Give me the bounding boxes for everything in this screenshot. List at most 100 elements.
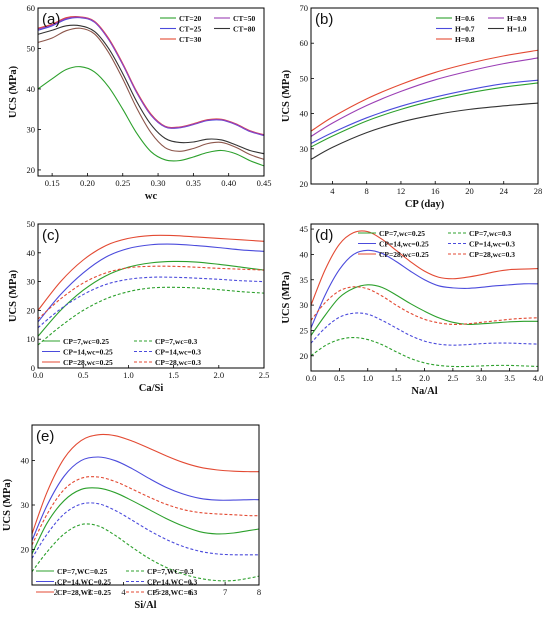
x-tick-label: 3.0	[476, 373, 487, 383]
x-tick-label: 2.5	[448, 373, 459, 383]
x-tick-label: 24	[499, 186, 508, 196]
legend-label: CP=7,WC=0.3	[147, 567, 194, 576]
legend-label: H=0.7	[455, 25, 475, 34]
y-axis-title: UCS (MPa)	[8, 65, 19, 118]
series-line-cp-28-wc-0-25	[32, 433, 259, 535]
y-tick-label: 60	[300, 38, 309, 48]
y-tick-label: 30	[300, 144, 309, 154]
panel-label: (d)	[315, 227, 333, 244]
y-tick-label: 40	[21, 456, 30, 466]
legend-label: CP=14,wc=0.25	[379, 240, 429, 249]
series-line-h-0-8	[311, 49, 538, 132]
legend-label: CT=25	[179, 25, 201, 34]
legend-label: CP=14,WC=0.25	[57, 578, 111, 587]
y-tick-label: 50	[27, 43, 36, 53]
series-line-cp-7-wc-0-25	[311, 284, 538, 336]
series-line-ct-50	[38, 16, 264, 136]
x-tick-label: 0.0	[306, 373, 317, 383]
x-tick-label: 0.45	[257, 178, 272, 188]
x-tick-label: 0.5	[78, 370, 89, 380]
y-axis-title: UCS (MPa)	[2, 478, 13, 531]
legend-label: CP=14,wc=0.25	[63, 348, 113, 357]
x-axis-title: CP (day)	[405, 199, 445, 210]
chart-panel-e: 2 3 4 5 6 7 8 20 30 40 Si/Al UCS (MPa) (e) CP=7,WC=0.…	[2, 424, 261, 611]
series-line-h-0-9	[311, 57, 538, 137]
plot-frame	[310, 7, 539, 185]
legend-label: H=0.6	[455, 14, 475, 23]
series-line-cp-14-wc-0-3	[311, 312, 538, 346]
legend-label: CP=14,WC=0.3	[147, 578, 197, 587]
series-line-cp-7-wc-0-3	[32, 523, 259, 582]
y-tick-label: 60	[27, 3, 36, 13]
x-tick-label: 2	[54, 587, 58, 597]
legend: H=0.6 H=0.7H=0.8 H=0.9 H=1.0	[436, 14, 527, 44]
legend-label: H=0.8	[455, 35, 475, 44]
y-tick-label: 40	[300, 109, 309, 119]
series-line-h-0-6	[311, 82, 538, 148]
series-line-ct-20	[38, 66, 264, 167]
legend-label: CT=30	[179, 35, 201, 44]
panel-label: (e)	[36, 428, 54, 445]
x-tick-label: 1.0	[362, 373, 373, 383]
panel-label: (a)	[42, 11, 60, 28]
legend-label: CP=14,wc=0.3	[469, 240, 515, 249]
y-tick-label: 30	[27, 277, 36, 287]
x-tick-label: 0.30	[151, 178, 166, 188]
y-tick-label: 70	[300, 3, 309, 13]
x-tick-label: 4	[121, 587, 126, 597]
series-group	[38, 16, 264, 167]
series-line-cp-28-wc-0-3	[311, 286, 538, 325]
series-line-cp-14-wc-0-3	[32, 502, 259, 559]
panel-label: (b)	[315, 11, 333, 28]
series-line-cp-7-wc-0-25	[32, 487, 259, 555]
y-axis-title: UCS (MPa)	[281, 69, 292, 122]
x-tick-label: 12	[397, 186, 406, 196]
y-tick-label: 25	[300, 325, 309, 335]
x-tick-label: 20	[465, 186, 474, 196]
y-tick-label: 40	[27, 84, 36, 94]
x-tick-label: 8	[257, 587, 261, 597]
y-tick-label: 40	[27, 248, 36, 258]
x-tick-label: 0.40	[221, 178, 236, 188]
series-line-cp-28-wc-0-3	[32, 476, 259, 546]
legend-label: CP=7,WC=0.25	[57, 567, 107, 576]
chart-panel-a: 0.15 0.20 0.25 0.30 0.35 0.40 0.45 20 30 40 50 60 wc…	[8, 3, 271, 202]
series-line-unlabeled-5	[38, 27, 264, 160]
x-tick-label: 1.0	[123, 370, 134, 380]
plot-frame	[37, 7, 265, 177]
legend-label: H=0.9	[507, 14, 527, 23]
x-tick-label: 4	[330, 186, 335, 196]
series-group	[311, 49, 538, 160]
series-line-h-1-0	[311, 102, 538, 160]
legend-label: CP=14,wc=0.3	[155, 348, 201, 357]
x-tick-label: 28	[534, 186, 543, 196]
x-tick-label: 0.5	[334, 373, 345, 383]
x-axis-title: wc	[145, 191, 158, 202]
x-tick-label: 16	[431, 186, 440, 196]
chart-panel-c: 0.0 0.5 1.0 1.5 2.0 2.5 0 10 20 30 40 50 Ca/Si UCS (M…	[8, 219, 269, 394]
x-axis-title: Ca/Si	[139, 383, 164, 394]
legend-label: CP=7,wc=0.25	[63, 337, 109, 346]
y-tick-label: 10	[27, 334, 36, 344]
legend-label: CT=50	[233, 14, 255, 23]
chart-panel-b: 4 8 12 16 20 24 28 20 30 40 50 60 70 CP (day) UCS (MPa…	[281, 3, 542, 210]
x-axis-title: Na/Al	[411, 386, 437, 397]
legend-label: CP=7,wc=0.3	[469, 229, 512, 238]
x-tick-label: 1.5	[391, 373, 402, 383]
legend-label: H=1.0	[507, 25, 527, 34]
legend-label: CT=20	[179, 14, 201, 23]
series-line-cp-7-wc-0-25	[38, 260, 264, 337]
x-tick-label: 6	[189, 587, 193, 597]
series-line-ct-30	[38, 16, 264, 136]
y-tick-label: 50	[27, 219, 36, 229]
series-line-cp-28-wc-0-25	[38, 234, 264, 311]
x-tick-label: 5	[155, 587, 159, 597]
x-tick-label: 3	[87, 587, 91, 597]
y-tick-label: 20	[21, 544, 30, 554]
y-tick-label: 0	[31, 363, 35, 373]
x-tick-label: 2.0	[213, 370, 224, 380]
legend-label: CT=80	[233, 25, 255, 34]
